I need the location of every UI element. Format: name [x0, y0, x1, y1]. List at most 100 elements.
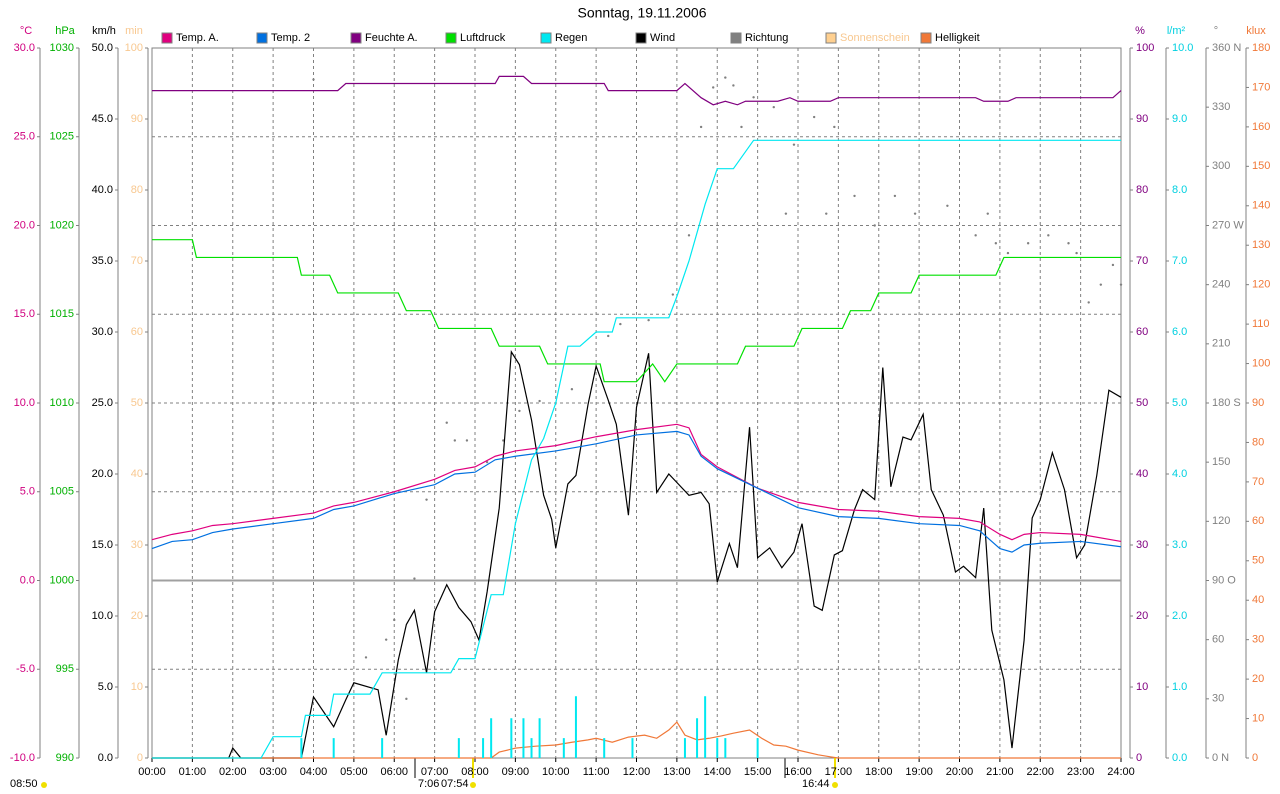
- direction-dot: [699, 125, 703, 129]
- x-tick-label: 23:00: [1067, 766, 1095, 778]
- direction-dot: [740, 125, 743, 129]
- y-tick-label: 0.0: [1172, 752, 1187, 764]
- direction-dot: [413, 577, 416, 580]
- y-tick-label: 15.0: [14, 308, 35, 320]
- y-tick-label: 110: [1252, 318, 1270, 330]
- axis-unit: min: [125, 25, 143, 37]
- x-tick-label: 15:00: [744, 766, 772, 778]
- y-tick-label: 10.0: [14, 397, 35, 409]
- legend-label: Richtung: [745, 32, 788, 44]
- y-tick-label: 70: [131, 255, 143, 267]
- y-tick-label: 100: [1252, 357, 1270, 369]
- legend-swatch: [445, 32, 457, 44]
- y-tick-label: 20: [131, 610, 143, 622]
- y-tick-label: 2.0: [1172, 610, 1187, 622]
- y-tick-label: 0.0: [98, 752, 113, 764]
- legend-label: Regen: [555, 32, 587, 44]
- direction-dot: [485, 460, 489, 464]
- direction-dot: [833, 125, 836, 129]
- y-tick-label: 4.0: [1172, 468, 1187, 480]
- rain-bar: [510, 718, 513, 758]
- legend-swatch: [540, 32, 552, 44]
- y-tick-label: 30: [1136, 539, 1148, 551]
- y-tick-label: 1015: [50, 308, 74, 320]
- dawn-label: 7:06: [418, 778, 439, 790]
- direction-dot: [946, 204, 949, 207]
- direction-dot: [1111, 263, 1115, 267]
- x-tick-label: 02:00: [219, 766, 247, 778]
- x-tick-label: 07:00: [421, 766, 449, 778]
- y-tick-label: 35.0: [92, 255, 113, 267]
- y-tick-label: 1020: [50, 219, 74, 231]
- direction-dot: [445, 421, 448, 424]
- legend-swatch: [825, 32, 837, 44]
- direction-dot: [384, 638, 388, 641]
- direction-dot: [538, 399, 541, 403]
- direction-dot: [974, 234, 977, 237]
- y-tick-label: 30: [1252, 634, 1264, 646]
- x-tick-label: 24:00: [1107, 766, 1135, 778]
- y-tick-label: 120: [1212, 515, 1230, 527]
- direction-dot: [1047, 234, 1050, 237]
- y-tick-label: 15.0: [92, 539, 113, 551]
- legend-label: Luftdruck: [460, 32, 506, 44]
- y-tick-label: 130: [1252, 239, 1270, 251]
- y-tick-label: 10.0: [1172, 42, 1193, 54]
- y-tick-label: 7.0: [1172, 255, 1187, 267]
- axis-unit: km/h: [92, 25, 116, 37]
- direction-dot: [853, 194, 856, 198]
- series-line: [151, 430, 1122, 553]
- legend-swatch: [256, 32, 268, 44]
- x-tick-label: 21:00: [986, 766, 1014, 778]
- direction-dot: [772, 105, 775, 109]
- y-tick-label: 40: [131, 468, 143, 480]
- x-tick-label: 04:00: [300, 766, 328, 778]
- direction-dot: [825, 212, 828, 215]
- y-tick-label: 20: [1252, 673, 1264, 685]
- direction-dot: [1067, 242, 1070, 245]
- series-line: [152, 75, 1122, 106]
- rain-bar: [522, 718, 525, 758]
- y-tick-label: 60: [1252, 515, 1264, 527]
- y-tick-label: 90: [1252, 397, 1264, 409]
- sun-icon: [470, 782, 476, 788]
- y-tick-label: 80: [131, 184, 143, 196]
- direction-dot: [425, 498, 428, 501]
- direction-dot: [405, 697, 408, 701]
- y-tick-label: 150: [1252, 160, 1270, 172]
- y-tick-label: 1025: [50, 131, 74, 143]
- sunrise-label: 07:54: [441, 778, 469, 790]
- x-tick-label: 01:00: [179, 766, 207, 778]
- axis-unit: klux: [1246, 25, 1266, 37]
- direction-dot: [752, 96, 755, 99]
- y-tick-label: 3.0: [1172, 539, 1187, 551]
- y-tick-label: 1030: [50, 42, 74, 54]
- direction-dot: [465, 439, 469, 442]
- y-tick-label: 5.0: [20, 486, 35, 498]
- y-tick-label: 0: [1252, 752, 1258, 764]
- x-tick-label: 00:00: [138, 766, 166, 778]
- legend-swatch: [161, 32, 173, 44]
- x-tick-label: 10:00: [542, 766, 570, 778]
- y-tick-label: 10: [131, 681, 143, 693]
- direction-dot: [647, 318, 650, 322]
- y-tick-label: 90: [131, 113, 143, 125]
- direction-dot: [1026, 242, 1030, 245]
- y-tick-label: 0: [137, 752, 143, 764]
- series-line: [152, 239, 1121, 383]
- direction-dot: [893, 194, 897, 198]
- direction-dot: [312, 78, 315, 81]
- legend-label: Temp. A.: [176, 32, 219, 44]
- y-tick-label: -10.0: [10, 752, 35, 764]
- y-tick-label: 25.0: [14, 131, 35, 143]
- series-line: [152, 350, 1122, 759]
- rain-bar: [530, 738, 533, 758]
- direction-dot: [518, 409, 521, 413]
- rain-bar: [482, 738, 485, 758]
- legend-label: Sonnenschein: [840, 32, 910, 44]
- x-tick-label: 12:00: [623, 766, 651, 778]
- y-tick-label: 990: [56, 752, 74, 764]
- y-tick-label: 50: [131, 397, 143, 409]
